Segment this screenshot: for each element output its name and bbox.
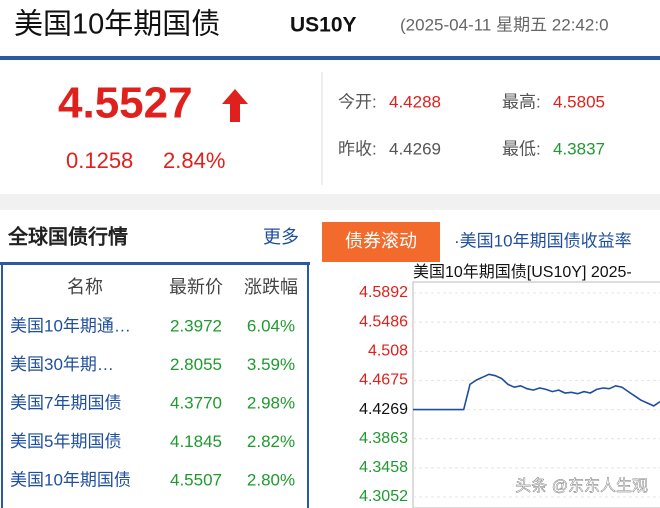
column-header: 名称 [67,277,103,297]
high: 4.5805 [553,92,605,111]
tab[interactable] [322,222,440,262]
code: US10Y [290,14,357,37]
open: 4.4288 [389,92,441,111]
y-tick-label: 4.508 [368,343,408,360]
bond-price: 4.5507 [170,470,222,489]
column-header: 最新价 [169,277,223,297]
section-title: 全球国债行情 [7,224,128,248]
change: 0.1258 [66,148,133,173]
bond-name[interactable]: 美国10年期通… [10,316,131,335]
headline[interactable]: ·美国10年期国债收益率 [454,231,632,250]
bond-name[interactable]: 美国5年期国债 [10,432,121,451]
plot-frame [412,281,660,508]
change-pct: 2.84% [163,148,225,173]
column-header: 涨跌幅 [244,277,298,297]
bond-price: 2.3972 [170,316,222,335]
y-tick-label: 4.5892 [359,284,408,301]
bond-name[interactable]: 美国30年期… [10,355,114,374]
bond-price: 2.8055 [170,355,222,374]
prev-close-label: 昨收: [338,139,377,158]
price-line [413,373,660,411]
y-tick-label: 4.4675 [359,372,408,389]
y-tick-label: 4.3458 [359,459,408,476]
watermark: 头条 @东东人生观 [515,477,648,495]
y-tick-label: 4.3863 [359,430,408,447]
bond-name[interactable]: 美国7年期国债 [10,393,121,412]
y-tick-label: 4.3052 [359,488,408,505]
tab-label[interactable]: 债券滚动 [345,231,417,251]
high-label: 最高: [502,92,541,111]
price: 4.5527 [58,79,193,128]
bond-change: 2.82% [247,432,295,451]
up-arrow [222,89,248,122]
open-label: 今开: [338,92,377,111]
bond-price: 4.3770 [170,393,222,412]
header-rule [0,56,660,60]
bond-change: 6.04% [247,316,295,335]
bond-change: 2.98% [247,393,295,412]
title: 美国10年期国债 [14,8,220,41]
prev-close: 4.4269 [389,139,441,158]
low-label: 最低: [502,139,541,158]
datetime: (2025-04-11 星期五 22:42:0 [400,15,609,34]
section-rule [0,262,310,265]
bond-change: 3.59% [247,355,295,374]
y-tick-label: 4.4269 [359,401,408,418]
band [0,194,660,210]
bond-price: 4.1845 [170,432,222,451]
more-link[interactable]: 更多 [263,227,299,247]
chart: 4.5892 4.5486 4.508 4.4675 4.4269 4.3863 4.345… [359,281,660,508]
y-tick-label: 4.5486 [359,313,408,330]
low: 4.3837 [553,139,605,158]
bond-name[interactable]: 美国10年期国债 [10,470,131,489]
bond-change: 2.80% [247,470,295,489]
chart-title: 美国10年期国债[US10Y] 2025- [413,263,632,281]
